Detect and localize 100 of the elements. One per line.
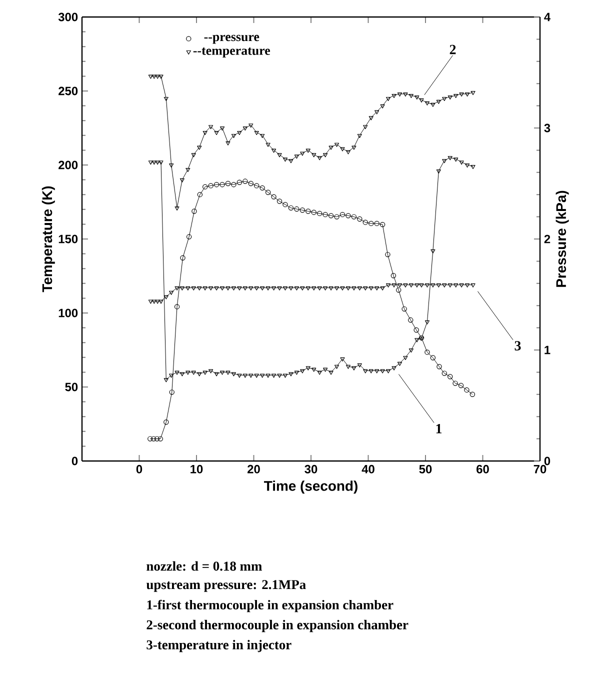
- point: [465, 283, 470, 288]
- point: [448, 283, 452, 288]
- point: [328, 370, 334, 375]
- point: [231, 372, 236, 376]
- x-tick-label: 60: [476, 464, 489, 474]
- y2-tick-label: 3: [544, 124, 550, 132]
- annotation: 3: [514, 341, 521, 350]
- point: [328, 213, 334, 218]
- point: [282, 158, 288, 162]
- point: [152, 74, 156, 79]
- point: [158, 160, 164, 165]
- point: [306, 148, 310, 153]
- point: [351, 214, 357, 220]
- point: [419, 283, 424, 288]
- point: [169, 374, 174, 378]
- point: [334, 286, 340, 290]
- point: [272, 148, 276, 153]
- text: 1-first thermocouple in expansion chamber: [147, 600, 394, 612]
- point: [265, 190, 271, 195]
- point: [442, 159, 447, 164]
- point: [340, 212, 346, 218]
- point: [306, 208, 311, 214]
- text: upstream pressure: 2.1MPa: [146, 580, 306, 592]
- point: [197, 372, 202, 376]
- point: [164, 378, 168, 382]
- point: [374, 110, 380, 114]
- point: [340, 147, 345, 152]
- point: [192, 208, 197, 214]
- point: [169, 390, 174, 395]
- point: [271, 194, 276, 200]
- point: [322, 212, 328, 218]
- point: [155, 160, 160, 165]
- point: [311, 210, 316, 215]
- point: [357, 363, 362, 368]
- text: 3-temperature in injector: [146, 640, 292, 652]
- point: [214, 372, 219, 376]
- point: [277, 374, 282, 378]
- point: [357, 134, 362, 138]
- x-tick-label: 50: [419, 464, 432, 474]
- point: [174, 370, 180, 375]
- point: [386, 96, 391, 101]
- point: [294, 206, 300, 212]
- point: [340, 286, 345, 290]
- point: [430, 283, 436, 288]
- point: [374, 369, 380, 374]
- point: [368, 286, 374, 290]
- y-tick-label: 50: [65, 382, 78, 392]
- point: [414, 338, 420, 342]
- point: [424, 350, 430, 355]
- point: [260, 374, 265, 378]
- point: [208, 125, 214, 130]
- point: [306, 366, 310, 370]
- point: [465, 164, 470, 168]
- point: [464, 387, 470, 393]
- point: [158, 74, 164, 79]
- point: [397, 283, 402, 288]
- point: [225, 180, 231, 186]
- point: [442, 283, 447, 288]
- point: [306, 286, 310, 290]
- point: [248, 374, 254, 378]
- point: [448, 95, 452, 100]
- point: [424, 320, 430, 324]
- y-tick-label: 150: [58, 234, 78, 244]
- point: [346, 213, 351, 218]
- point: [334, 364, 340, 369]
- point: [340, 357, 345, 362]
- point: [317, 210, 322, 216]
- point: [300, 369, 305, 374]
- point: [220, 370, 225, 375]
- point: [220, 182, 225, 188]
- point: [403, 356, 408, 360]
- point: [392, 366, 396, 370]
- point: [346, 150, 350, 154]
- point: [214, 286, 219, 290]
- point: [442, 96, 447, 101]
- point: [197, 146, 202, 150]
- x-tick-label: 30: [304, 464, 318, 474]
- point: [300, 152, 305, 156]
- y2-axis-title: Pressure (kPa): [556, 190, 569, 287]
- point: [191, 153, 196, 158]
- x-tick-label: 20: [248, 464, 260, 474]
- point: [158, 300, 164, 304]
- point: [397, 92, 402, 97]
- point: [254, 286, 259, 290]
- point: [368, 220, 374, 226]
- point: [254, 183, 260, 188]
- y-axis-title: Temperature (K): [42, 186, 55, 292]
- point: [317, 156, 322, 160]
- point: [368, 369, 374, 374]
- point: [266, 374, 270, 378]
- point: [312, 368, 316, 372]
- point: [312, 286, 316, 290]
- point: [231, 182, 236, 188]
- point: [392, 94, 396, 98]
- point: [236, 180, 242, 185]
- point: [424, 283, 430, 288]
- point: [231, 134, 236, 138]
- x-tick-label: 40: [362, 464, 374, 474]
- point: [294, 370, 299, 375]
- point: [237, 374, 242, 378]
